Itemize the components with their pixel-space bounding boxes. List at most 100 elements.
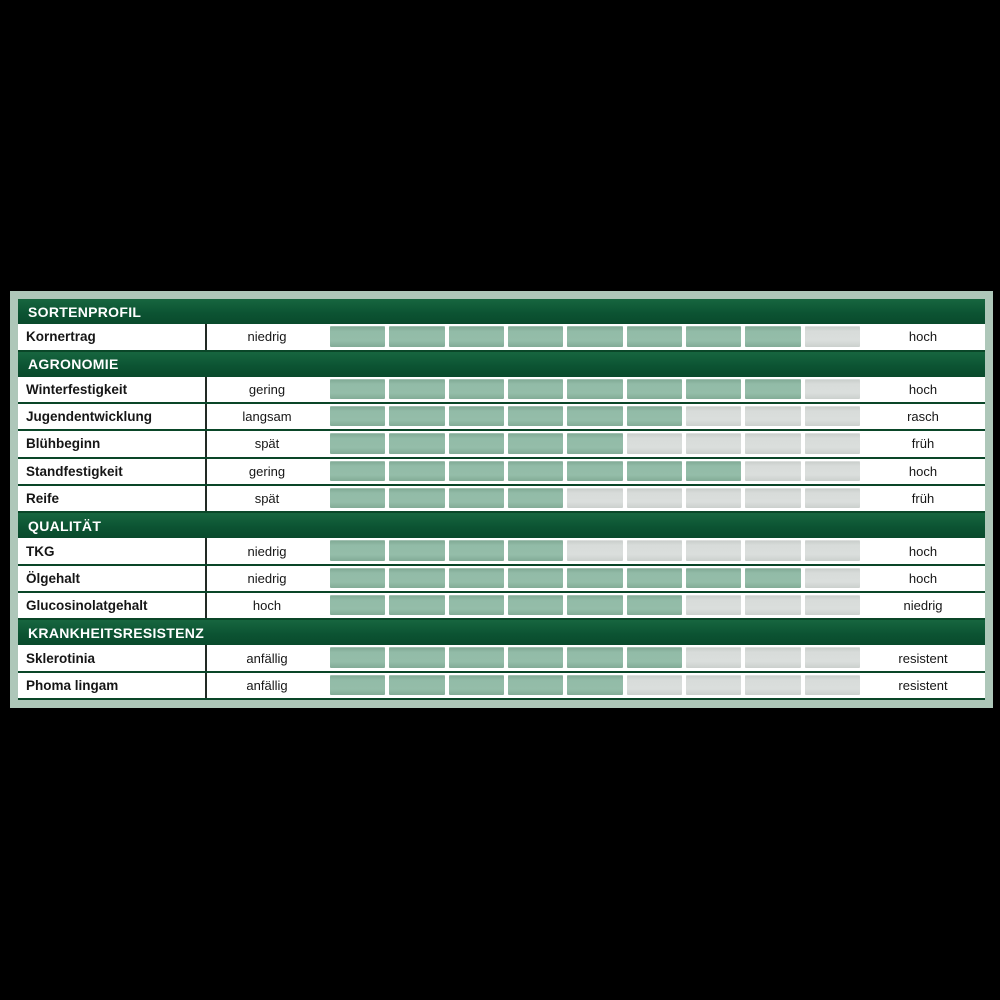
rating-cell-empty bbox=[626, 674, 682, 695]
rating-cell-filled bbox=[567, 647, 623, 668]
rating-cell-filled bbox=[330, 460, 386, 481]
trait-rating-bar bbox=[330, 326, 860, 347]
trait-high-label: rasch bbox=[907, 409, 939, 425]
rating-cell-filled bbox=[448, 487, 504, 509]
rating-cell-filled bbox=[507, 433, 564, 454]
rating-cell-empty bbox=[685, 594, 742, 616]
rating-cell-filled bbox=[330, 326, 386, 347]
trait-low-label: spät bbox=[254, 436, 280, 452]
rating-cell-filled bbox=[330, 540, 386, 561]
rating-cell-filled bbox=[507, 378, 564, 400]
trait-name: Phoma lingam bbox=[18, 672, 207, 698]
rating-cell-empty bbox=[745, 594, 801, 616]
rating-cell-filled bbox=[567, 326, 623, 347]
rating-cell-filled bbox=[448, 540, 504, 561]
rating-cell-filled bbox=[507, 647, 564, 668]
rating-cell-filled bbox=[626, 647, 682, 668]
trait-row: Phoma lingam anfällig resistent bbox=[18, 672, 985, 700]
rating-cell-filled bbox=[330, 378, 386, 400]
rating-cell-empty bbox=[745, 540, 801, 561]
rating-cell-filled bbox=[389, 487, 445, 509]
trait-low-label: langsam bbox=[242, 409, 292, 425]
rating-cell-filled bbox=[685, 326, 742, 347]
rating-cell-filled bbox=[448, 567, 504, 588]
rating-cell-filled bbox=[448, 406, 504, 427]
rating-cell-filled bbox=[389, 647, 445, 668]
rating-cell-empty bbox=[804, 594, 860, 616]
rating-cell-empty bbox=[685, 487, 742, 509]
rating-cell-empty bbox=[804, 674, 860, 695]
rating-cell-empty bbox=[745, 406, 801, 427]
rating-cell-empty bbox=[626, 433, 682, 454]
trait-low-label: niedrig bbox=[247, 543, 287, 559]
trait-rating-bar bbox=[330, 460, 860, 481]
trait-high-label: resistent bbox=[898, 677, 948, 693]
rating-cell-empty bbox=[745, 433, 801, 454]
trait-high-label: hoch bbox=[908, 329, 938, 345]
rating-cell-empty bbox=[804, 378, 860, 400]
trait-rating-bar bbox=[330, 594, 860, 616]
rating-cell-filled bbox=[330, 406, 386, 427]
trait-name: Glucosinolatgehalt bbox=[18, 592, 207, 619]
rating-cell-empty bbox=[685, 406, 742, 427]
rating-cell-filled bbox=[567, 378, 623, 400]
trait-low-label: anfällig bbox=[246, 677, 288, 693]
section-header: SORTENPROFIL bbox=[18, 299, 985, 325]
trait-name: Ölgehalt bbox=[18, 565, 207, 591]
trait-low-label: niedrig bbox=[247, 329, 287, 345]
rating-cell-empty bbox=[567, 487, 623, 509]
rating-cell-filled bbox=[626, 460, 682, 481]
rating-cell-empty bbox=[804, 433, 860, 454]
section-header-label: SORTENPROFIL bbox=[28, 303, 142, 320]
trait-low-label: gering bbox=[248, 463, 286, 479]
rating-cell-empty bbox=[685, 647, 742, 668]
rating-cell-empty bbox=[804, 567, 860, 588]
rating-cell-filled bbox=[507, 326, 564, 347]
rating-cell-empty bbox=[804, 647, 860, 668]
trait-row: Standfestigkeit gering hoch bbox=[18, 458, 985, 486]
trait-high-label: früh bbox=[911, 436, 935, 452]
rating-cell-empty bbox=[804, 540, 860, 561]
rating-cell-filled bbox=[507, 540, 564, 561]
rating-cell-filled bbox=[626, 567, 682, 588]
rating-cell-filled bbox=[626, 378, 682, 400]
trait-high-label: früh bbox=[911, 490, 935, 506]
trait-low-label: anfällig bbox=[246, 650, 288, 666]
rating-cell-filled bbox=[626, 326, 682, 347]
trait-name: Kornertrag bbox=[18, 324, 207, 350]
trait-high-label: resistent bbox=[898, 650, 948, 666]
rating-cell-filled bbox=[745, 326, 801, 347]
trait-rating-bar bbox=[330, 433, 860, 454]
rating-cell-filled bbox=[448, 326, 504, 347]
rating-cell-filled bbox=[745, 378, 801, 400]
rating-cell-filled bbox=[507, 487, 564, 509]
rating-cell-filled bbox=[389, 406, 445, 427]
rating-cell-empty bbox=[745, 487, 801, 509]
rating-cell-filled bbox=[330, 433, 386, 454]
section-header: QUALITÄT bbox=[18, 513, 985, 539]
profile-table-body: SORTENPROFIL Kornertrag niedrig hoch AGR… bbox=[18, 299, 985, 700]
rating-cell-empty bbox=[745, 460, 801, 481]
rating-cell-empty bbox=[804, 460, 860, 481]
rating-cell-filled bbox=[626, 406, 682, 427]
trait-name: Winterfestigkeit bbox=[18, 376, 207, 403]
rating-cell-empty bbox=[685, 540, 742, 561]
trait-row: Reife spät früh bbox=[18, 485, 985, 514]
rating-cell-filled bbox=[389, 378, 445, 400]
trait-high-label: hoch bbox=[908, 463, 938, 479]
rating-cell-empty bbox=[685, 433, 742, 454]
rating-cell-empty bbox=[626, 487, 682, 509]
rating-cell-empty bbox=[804, 487, 860, 509]
trait-name: Blühbeginn bbox=[18, 431, 207, 457]
trait-name: Jugendentwicklung bbox=[18, 404, 207, 430]
rating-cell-empty bbox=[745, 647, 801, 668]
rating-cell-filled bbox=[389, 674, 445, 695]
rating-cell-filled bbox=[330, 594, 386, 616]
trait-low-label: niedrig bbox=[247, 570, 287, 586]
trait-row: Jugendentwicklung langsam rasch bbox=[18, 404, 985, 432]
rating-cell-filled bbox=[745, 567, 801, 588]
rating-cell-filled bbox=[448, 378, 504, 400]
trait-high-label: hoch bbox=[908, 381, 938, 397]
trait-low-label: gering bbox=[248, 381, 286, 397]
